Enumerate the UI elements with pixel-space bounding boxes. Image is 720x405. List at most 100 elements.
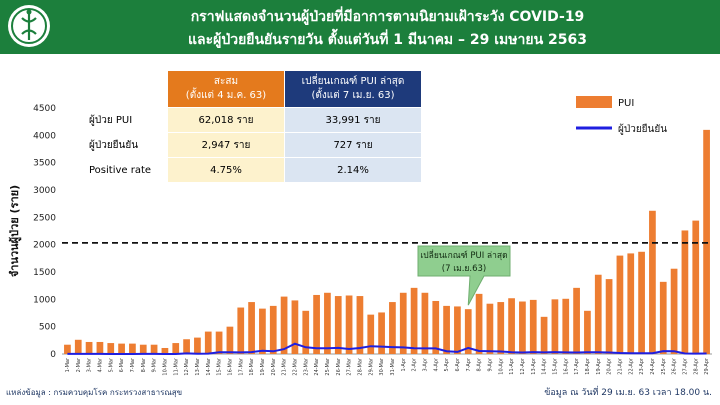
- row-label: ผู้ป่วย PUI: [82, 107, 168, 133]
- x-tick-label: 14-Apr: [542, 357, 548, 375]
- x-tick-label: 1-Apr: [401, 357, 407, 371]
- x-tick-label: 18-Apr: [585, 357, 591, 375]
- x-tick-label: 15-Apr: [552, 357, 558, 375]
- x-tick-label: 24-Mar: [314, 357, 320, 376]
- x-tick-label: 27-Mar: [347, 357, 353, 376]
- pui-bar: [486, 303, 494, 354]
- legend-label-pui: PUI: [618, 98, 634, 109]
- x-tick-label: 26-Mar: [336, 357, 342, 376]
- pui-bar: [367, 314, 375, 354]
- x-tick-label: 13-Mar: [195, 357, 201, 376]
- table-row: ผู้ป่วยยืนยัน 2,947 ราย 727 ราย: [82, 132, 422, 158]
- chart-title-line1: กราฟแสดงจำนวนผู้ป่วยที่มีอาการตามนิยามเฝ…: [190, 9, 585, 25]
- new-criteria-value: 2.14%: [284, 157, 422, 183]
- annotation-line1: เปลี่ยนเกณฑ์ PUI ล่าสุด: [420, 249, 507, 261]
- y-tick-label: 2000: [33, 241, 56, 251]
- x-tick-label: 26-Apr: [672, 357, 678, 375]
- pui-bar: [237, 307, 245, 354]
- x-tick-label: 25-Mar: [325, 357, 331, 376]
- x-tick-label: 19-Apr: [596, 357, 602, 375]
- pui-bar: [183, 339, 190, 354]
- pui-bar: [334, 296, 342, 354]
- timestamp-note: ข้อมูล ณ วันที่ 29 เม.ย. 63 เวลา 18.00 น…: [544, 388, 712, 398]
- x-tick-label: 27-Apr: [682, 357, 688, 375]
- pui-bar: [605, 279, 613, 354]
- x-tick-label: 5-Apr: [444, 357, 450, 371]
- x-tick-label: 16-Apr: [563, 357, 569, 375]
- pui-bar: [659, 281, 667, 354]
- cumulative-value: 4.75%: [167, 157, 285, 183]
- pui-bar: [410, 287, 418, 354]
- pui-bar: [638, 251, 645, 354]
- new-criteria-header: เปลี่ยนเกณฑ์ PUI ล่าสุด (ตั้งแต่ 7 เม.ย.…: [284, 70, 422, 108]
- x-tick-label: 8-Mar: [141, 357, 147, 372]
- summary-table: สะสม (ตั้งแต่ 4 ม.ค. 63) เปลี่ยนเกณฑ์ PU…: [82, 70, 422, 183]
- x-tick-label: 22-Mar: [292, 357, 298, 376]
- x-tick-label: 9-Mar: [152, 357, 158, 372]
- y-tick-label: 500: [39, 323, 56, 333]
- cumulative-header: สะสม (ตั้งแต่ 4 ม.ค. 63): [167, 70, 285, 108]
- x-tick-label: 4-Mar: [97, 357, 103, 372]
- pui-bar: [194, 337, 201, 354]
- x-tick-label: 12-Apr: [520, 357, 526, 375]
- pui-bar: [681, 230, 689, 354]
- pui-bar: [529, 299, 537, 354]
- pui-bar: [551, 299, 559, 354]
- x-tick-label: 21-Mar: [282, 357, 288, 376]
- pui-bar: [432, 300, 440, 354]
- x-tick-label: 12-Mar: [184, 357, 190, 376]
- y-tick-label: 2500: [33, 213, 56, 223]
- x-tick-label: 10-Mar: [162, 357, 168, 376]
- x-tick-label: 3-Mar: [87, 357, 93, 372]
- new-criteria-value: 33,991 ราย: [284, 107, 422, 133]
- pui-bar: [85, 341, 93, 354]
- confirmed-line: [67, 342, 707, 355]
- x-tick-label: 8-Apr: [477, 357, 483, 371]
- pui-bar: [215, 331, 223, 354]
- pui-bar: [269, 305, 277, 354]
- x-tick-label: 7-Apr: [466, 357, 472, 371]
- pui-bar: [584, 310, 591, 354]
- x-tick-label: 2-Apr: [412, 357, 418, 371]
- row-label: Positive rate: [82, 157, 168, 183]
- x-tick-label: 9-Apr: [487, 357, 493, 371]
- pui-bar: [421, 292, 429, 354]
- table-row: ผู้ป่วย PUI 62,018 ราย 33,991 ราย: [82, 107, 422, 133]
- pui-bar: [594, 274, 602, 354]
- pui-bar: [616, 255, 624, 354]
- x-tick-label: 22-Apr: [628, 357, 634, 375]
- pui-bar: [692, 220, 700, 354]
- legend-swatch-pui: [576, 96, 612, 108]
- pui-bar: [475, 293, 483, 354]
- y-tick-label: 4000: [33, 131, 56, 141]
- pui-bar: [96, 341, 104, 354]
- x-tick-label: 17-Apr: [574, 357, 580, 375]
- pui-bar: [649, 210, 656, 354]
- pui-bar: [345, 295, 353, 354]
- x-tick-label: 3-Apr: [422, 357, 428, 371]
- moph-logo-icon: [6, 3, 52, 53]
- x-tick-label: 7-Mar: [130, 357, 136, 372]
- pui-bar: [161, 347, 169, 354]
- y-axis-label: จำนวนผู้ป่วย (ราย): [8, 185, 22, 277]
- pui-bar: [540, 316, 548, 354]
- pui-bar: [703, 129, 710, 354]
- pui-bar: [627, 253, 635, 354]
- pui-bar: [280, 296, 288, 354]
- pui-bar: [573, 287, 580, 354]
- source-note: แหล่งข้อมูล : กรมควบคุมโรค กระทรวงสาธารณ…: [6, 388, 183, 397]
- y-tick-label: 1500: [33, 268, 56, 278]
- x-tick-label: 19-Mar: [260, 357, 266, 376]
- pui-bar: [562, 298, 570, 354]
- x-tick-label: 1-Mar: [65, 357, 71, 372]
- pui-bar: [150, 344, 158, 354]
- pui-bar: [454, 306, 461, 354]
- y-tick-label: 3500: [33, 159, 56, 169]
- legend-label-confirmed: ผู้ป่วยยืนยัน: [618, 123, 667, 135]
- pui-bar: [356, 296, 364, 354]
- pui-bar: [107, 343, 115, 354]
- x-tick-label: 6-Mar: [119, 357, 125, 372]
- chart-title-line2: และผู้ป่วยยืนยันรายวัน ตั้งแต่วันที่ 1 ม…: [188, 32, 587, 48]
- pui-bar: [324, 292, 331, 354]
